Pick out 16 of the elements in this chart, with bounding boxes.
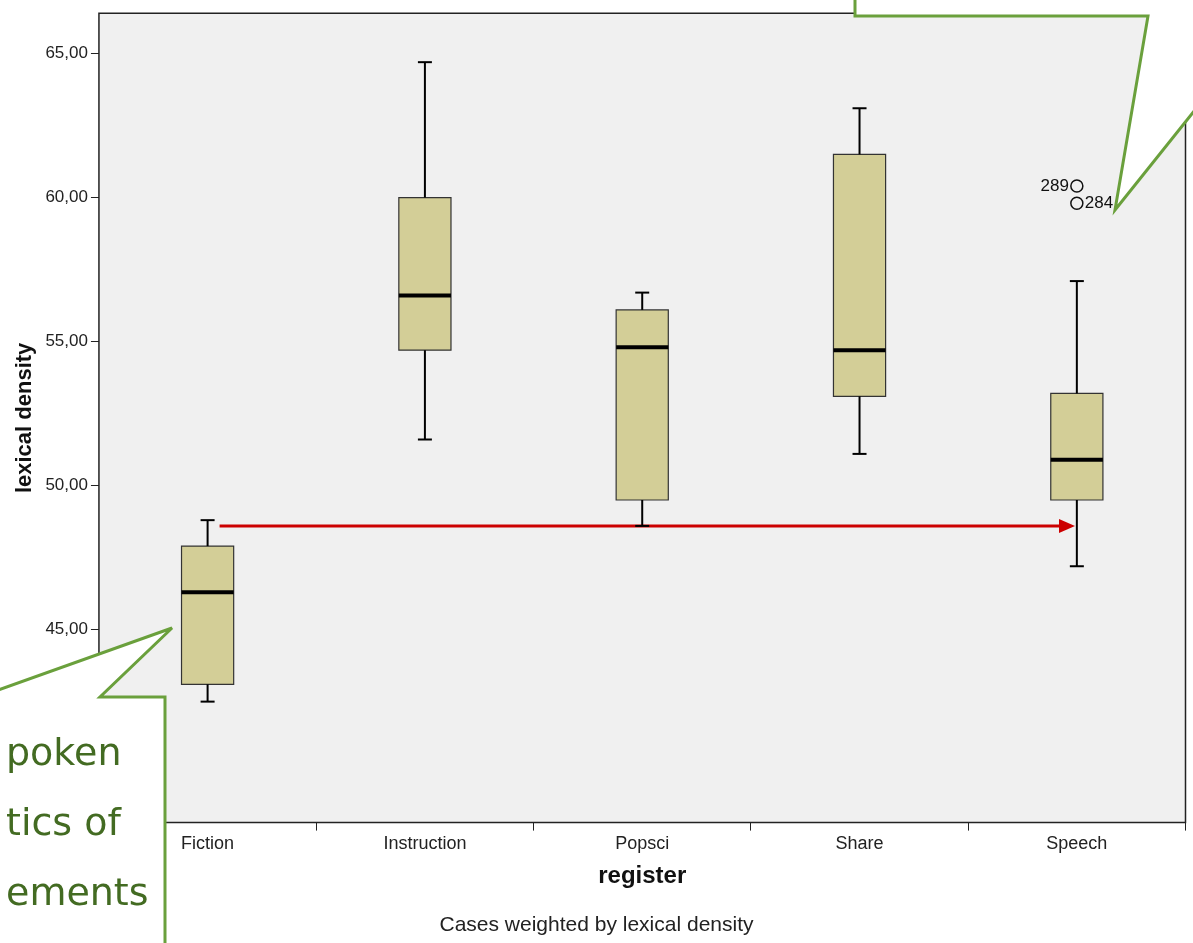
x-tick-label: Instruction [383,833,467,854]
y-axis-title: lexical density [11,341,37,494]
x-tick-label: Share [835,833,884,854]
y-tick-label: 45,00 [45,619,88,639]
annotation: 284 [1084,193,1114,212]
annotation: 289 [1040,175,1069,195]
x-axis-title: register [598,861,687,889]
y-tick-label: 55,00 [45,331,88,351]
y-tick-label: 65,00 [45,43,88,63]
text: Cases weighted by lexical density [439,912,754,935]
y-tick-label: 60,00 [45,187,88,207]
x-tick-label: Fiction [181,833,235,854]
x-tick-label: Popsci [615,833,670,854]
annotation: poken tics of ements [6,730,149,914]
y-tick-label: 50,00 [45,475,88,495]
x-tick-label: Speech [1046,833,1108,854]
